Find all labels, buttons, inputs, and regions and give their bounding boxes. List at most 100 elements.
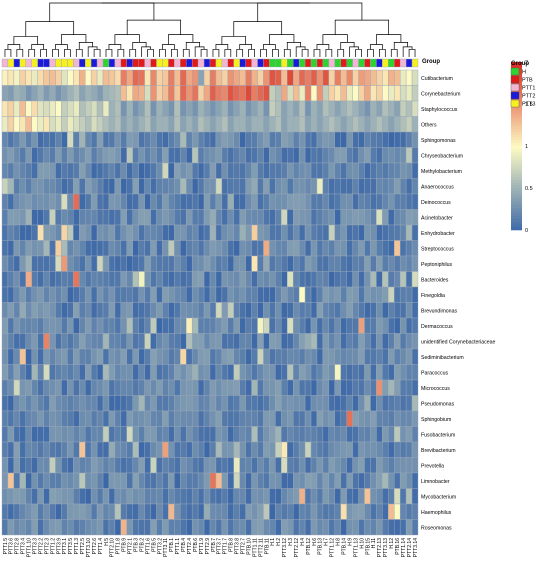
heatmap-cell bbox=[13, 85, 21, 102]
heatmap-cell bbox=[180, 364, 187, 381]
heatmap-cell bbox=[120, 100, 128, 117]
heatmap-cell bbox=[19, 85, 26, 102]
heatmap-cell bbox=[364, 147, 371, 164]
heatmap-cell bbox=[281, 426, 288, 443]
heatmap-cell bbox=[90, 193, 98, 210]
heatmap-cell bbox=[84, 131, 92, 148]
heatmap-cell bbox=[322, 224, 330, 241]
heatmap-cell bbox=[376, 364, 383, 381]
heatmap-cell bbox=[186, 162, 193, 179]
heatmap-cell bbox=[90, 457, 98, 474]
row-label: Acinetobacter bbox=[421, 215, 453, 221]
heatmap-cell bbox=[316, 472, 324, 489]
heatmap-cell bbox=[203, 224, 211, 241]
heatmap-cell bbox=[191, 410, 199, 427]
heatmap-cell bbox=[31, 503, 38, 520]
heatmap-cell bbox=[370, 240, 377, 257]
heatmap-cell bbox=[388, 333, 395, 350]
heatmap-cell bbox=[55, 209, 62, 226]
heatmap-cell bbox=[328, 162, 335, 179]
heatmap-cell bbox=[251, 426, 258, 443]
heatmap-cell bbox=[43, 162, 50, 179]
heatmap-cell bbox=[257, 302, 264, 319]
heatmap-cell bbox=[13, 255, 21, 272]
heatmap-cell bbox=[7, 302, 15, 319]
heatmap-cell bbox=[221, 519, 229, 536]
heatmap-cell bbox=[73, 410, 80, 427]
group-annotation-cell bbox=[150, 58, 157, 68]
heatmap-cell bbox=[221, 85, 229, 102]
heatmap-cell bbox=[43, 224, 50, 241]
heatmap-cell bbox=[96, 472, 104, 489]
color-scale-tick-label: 2 bbox=[525, 60, 528, 66]
heatmap-cell bbox=[168, 224, 175, 241]
heatmap-cell bbox=[346, 364, 353, 381]
heatmap-cell bbox=[73, 100, 80, 117]
heatmap-cell bbox=[96, 426, 104, 443]
heatmap-cell bbox=[316, 271, 324, 288]
heatmap-cell bbox=[269, 410, 276, 427]
heatmap-cell bbox=[186, 69, 193, 86]
heatmap-cell bbox=[399, 333, 407, 350]
heatmap-cell bbox=[281, 147, 288, 164]
heatmap-cell bbox=[352, 286, 359, 303]
heatmap-cell bbox=[298, 364, 306, 381]
heatmap-cell bbox=[340, 364, 347, 381]
heatmap-cell bbox=[257, 131, 264, 148]
heatmap-cell bbox=[132, 286, 139, 303]
heatmap-cell bbox=[322, 410, 330, 427]
column-label: PTT3.8 bbox=[235, 538, 241, 555]
group-annotation-bar bbox=[1, 58, 419, 68]
heatmap-cell bbox=[370, 472, 377, 489]
heatmap-cell bbox=[352, 209, 359, 226]
column-label: PTT3.5 bbox=[68, 538, 74, 555]
heatmap-cell bbox=[150, 503, 157, 520]
heatmap-cell bbox=[144, 472, 151, 489]
heatmap-cell bbox=[144, 302, 151, 319]
heatmap-cell bbox=[370, 317, 377, 334]
heatmap-cell bbox=[239, 395, 246, 412]
heatmap-cell bbox=[221, 255, 229, 272]
heatmap-cell bbox=[364, 457, 371, 474]
heatmap-cell bbox=[96, 317, 104, 334]
heatmap-cell bbox=[13, 271, 21, 288]
heatmap-cell bbox=[382, 426, 389, 443]
heatmap-cell bbox=[203, 131, 211, 148]
heatmap-cell bbox=[370, 209, 377, 226]
heatmap-cell bbox=[25, 131, 32, 148]
heatmap-cell bbox=[263, 488, 270, 505]
heatmap-cell bbox=[251, 410, 258, 427]
heatmap-cell bbox=[180, 519, 187, 536]
heatmap-cell bbox=[382, 364, 389, 381]
heatmap-cell bbox=[227, 379, 234, 396]
heatmap-cell bbox=[186, 333, 193, 350]
heatmap-cell bbox=[197, 317, 205, 334]
group-annotation-cell bbox=[263, 58, 270, 68]
heatmap-cell bbox=[376, 503, 383, 520]
heatmap-cell bbox=[334, 426, 341, 443]
heatmap-cell bbox=[156, 162, 163, 179]
heatmap-cell bbox=[346, 224, 353, 241]
heatmap-cell bbox=[340, 224, 347, 241]
group-annotation-cell bbox=[340, 58, 347, 68]
heatmap-cell bbox=[411, 178, 419, 195]
column-label: PTT1.13 bbox=[353, 538, 359, 557]
heatmap-cell bbox=[340, 348, 347, 365]
heatmap-cell bbox=[90, 286, 98, 303]
heatmap-cell bbox=[191, 116, 199, 133]
heatmap-cell bbox=[197, 255, 205, 272]
heatmap-cell bbox=[138, 472, 145, 489]
group-annotation-cell bbox=[304, 58, 312, 68]
dendrogram-branch bbox=[87, 46, 98, 57]
heatmap-cell bbox=[346, 503, 353, 520]
color-scale-step bbox=[511, 123, 522, 127]
heatmap-cell bbox=[7, 271, 15, 288]
heatmap-cell bbox=[67, 240, 74, 257]
heatmap-cell bbox=[132, 271, 139, 288]
heatmap-cell bbox=[399, 116, 407, 133]
heatmap-cell bbox=[275, 240, 282, 257]
heatmap-cell bbox=[310, 348, 318, 365]
heatmap-cell bbox=[388, 116, 395, 133]
heatmap-cell bbox=[281, 472, 288, 489]
heatmap-cell bbox=[114, 457, 122, 474]
